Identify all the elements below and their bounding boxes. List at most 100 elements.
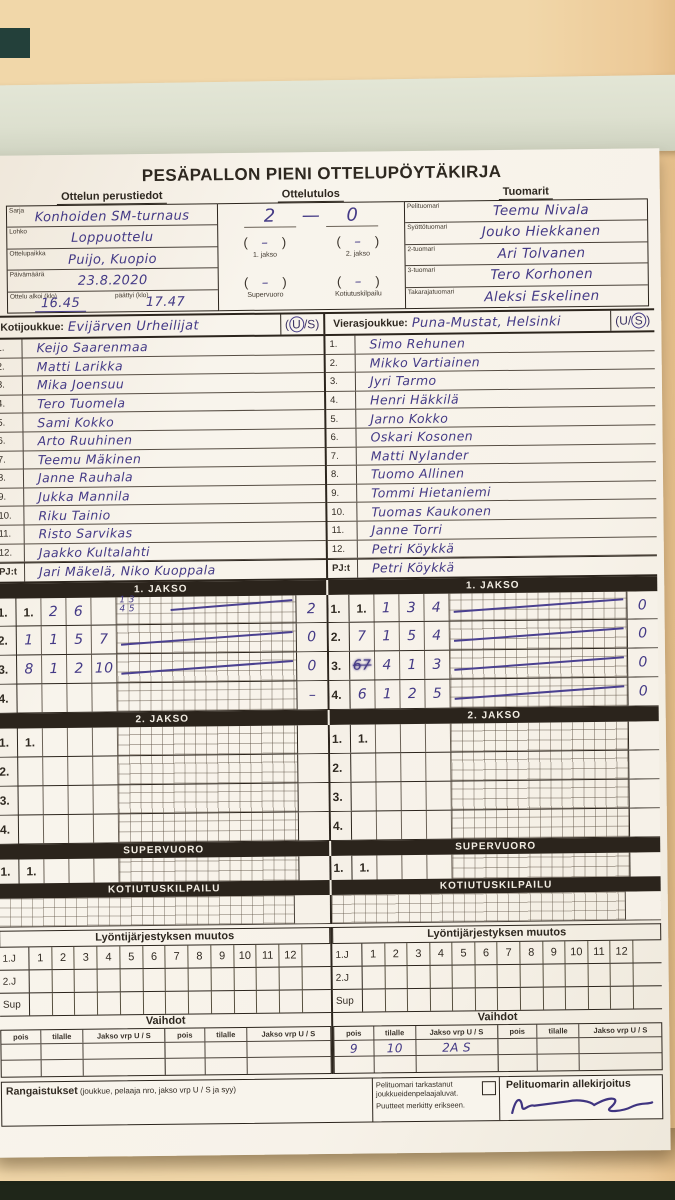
home-us-circled: U	[288, 316, 305, 333]
lohko-value: Loppuottelu	[71, 230, 154, 247]
final-score: 2 — 0	[218, 202, 404, 228]
heading-ottelun-perustiedot: Ottelun perustiedot	[57, 189, 167, 206]
result-box: 2 — 0 (–) 1. jakso (–) 2. jakso (–) Supe…	[217, 201, 406, 312]
jakso2-result-slot: (–) 2. jakso	[311, 233, 404, 258]
rangaistukset-note: (joukkue, pelaaja nro, jakso vrp U / S j…	[77, 1085, 237, 1097]
paivamaara-field: Päivämäärä 23.8.2020	[7, 268, 218, 293]
kotiutus-result-slot: (–) Kotiutuskilpailu	[312, 273, 405, 298]
vaihdot-away-jakso: 2A S	[416, 1039, 499, 1056]
takarajatuomari-row: Takarajatuomari Aleksi Eskelinen	[406, 285, 648, 308]
away-pj-row: PJ:t Petri Köykkä	[327, 555, 658, 578]
jakso1-home-row4-result: –	[296, 680, 328, 710]
kotiutus-result-label: Kotiutuskilpailu	[335, 290, 382, 298]
start-time-value: 16.45	[34, 295, 87, 312]
away-team-name: Puna-Mustat, Helsinki	[411, 313, 562, 331]
ottelupaikka-value: Puijo, Kuopio	[67, 251, 158, 268]
match-info-box: Sarja Konhoiden SM-turnaus Lohko Loppuot…	[5, 203, 220, 314]
kotiutus-result-value: –	[354, 274, 362, 290]
home-us-marker: (U / S)	[279, 314, 324, 335]
jakso1-home-row4: 4. –	[0, 680, 328, 714]
jakso1-result-slot: (–) 1. jakso	[218, 234, 311, 259]
jakso1-away-grid: 1. 1. 1 3 4 0 2. 7 1 5 4 0 3. 67 4	[326, 590, 659, 710]
vaihdot-away-tilalle: 10	[374, 1040, 417, 1056]
supervuoro-result-slot: (–) Supervuoro	[219, 274, 312, 299]
kotiutus-home-grid	[0, 895, 331, 928]
tuomari2-value: Ari Tolvanen	[497, 244, 586, 262]
jakso2-home-grid: 1. 1. 2. 3. 4.	[0, 725, 330, 844]
end-time-value: 17.47	[145, 294, 186, 310]
kotiutus-grids	[0, 891, 662, 928]
jakso1-home-row1-result: 2	[295, 594, 327, 623]
pelituomari-row: Pelituomari Teemu Nivala	[404, 199, 648, 224]
jakso2-away-grid: 1. 1. 2. 3. 4.	[327, 721, 661, 841]
tuomari2-label: 2-tuomari	[407, 245, 435, 253]
check-cell: Pelituomari tarkastanut joukkueidenpelaa…	[371, 1077, 501, 1122]
takarajatuomari-value: Aleksi Eskelinen	[484, 287, 600, 305]
strike-line	[453, 656, 624, 671]
score-dash: —	[301, 205, 321, 227]
away-us-circled: S	[631, 312, 647, 329]
away-team-label: Vierasjoukkue:	[333, 317, 408, 330]
referees-box: Pelituomari Teemu Nivala Syöttötuomari J…	[403, 198, 650, 310]
strike-line	[454, 685, 624, 700]
strike-line	[120, 659, 293, 675]
signature-cell: Pelituomarin allekirjoitus	[500, 1075, 662, 1120]
jakso1-home-row2: 2. 1 1 5 7 0	[0, 623, 327, 656]
vaihdot-away-pois: 9	[334, 1040, 375, 1057]
supervuoro-result-label: Supervuoro	[247, 291, 284, 299]
kotiutus-away-grid	[329, 891, 662, 925]
jakso1-home-row3: 3. 8 1 2 10 0	[0, 652, 328, 685]
syottotuomari-row: Syöttötuomari Jouko Hiekkanen	[405, 220, 648, 245]
tuomari3-label: 3-tuomari	[407, 266, 436, 275]
strike-line	[453, 627, 624, 643]
tuomari2-row: 2-tuomari Ari Tolvanen	[405, 242, 648, 267]
jakso1-result-value: –	[261, 235, 269, 251]
jakso1-away-row4-result: 0	[627, 677, 659, 707]
away-us-marker: (U / S)	[610, 310, 655, 331]
away-score: 0	[326, 204, 379, 227]
home-pj-row: PJ:t Jari Mäkelä, Niko Kuoppala	[0, 559, 327, 582]
home-team-name: Evijärven Urheilijat	[67, 317, 200, 335]
strike-line	[170, 599, 292, 612]
jakso1-home-row2-result: 0	[295, 623, 327, 652]
footer-row: Rangaistukset (joukkue, pelaaja nro, jak…	[0, 1074, 664, 1127]
paivamaara-value: 23.8.2020	[77, 273, 148, 290]
jakso2-result-label: 2. jakso	[345, 250, 371, 258]
bottom-dark-strip	[0, 1181, 675, 1200]
rangaistukset-label: Rangaistukset	[5, 1085, 78, 1098]
supervuoro-result-value: –	[261, 275, 269, 291]
home-pj-names: Jari Mäkelä, Niko Kuoppala	[38, 562, 216, 580]
supervuoro-away-grid: 1. 1.	[329, 852, 661, 881]
rosters: 1. Keijo Saarenmaa 2. Matti Larikka 3. Mika…	[0, 332, 658, 584]
vaihdot-away-table: pois tilalle Jakso vrp U / S pois tilalle Ja…	[333, 1022, 663, 1075]
ottelupaikka-field: Ottelupaikka Puijo, Kuopio	[7, 247, 218, 271]
sarja-value: Konhoiden SM-turnaus	[34, 208, 190, 226]
tuomari3-value: Tero Korhonen	[490, 266, 594, 284]
away-pj-names: Petri Köykkä	[371, 559, 455, 576]
vaihdot-home-table: pois tilalle Jakso vrp U / S pois tilalle Ja…	[0, 1026, 332, 1078]
muutos-home-table: 1.J 1 2 3 4 5 6 7 8 9 10 11 12 2.J Sup	[0, 943, 332, 1017]
away-team: Vierasjoukkue: Puna-Mustat, Helsinki (U /…	[323, 310, 655, 335]
supervuoro-home-grid: 1. 1.	[0, 856, 330, 884]
home-roster: 1. Keijo Saarenmaa 2. Matti Larikka 3. Mika…	[0, 336, 327, 582]
sarja-field: Sarja Konhoiden SM-turnaus	[6, 204, 218, 229]
jakso1-away-row1: 1. 1. 1 3 4 0	[328, 590, 658, 624]
jakso1-away-row4: 4. 6 1 2 5 0	[329, 677, 659, 710]
jakso1-away-row2-result: 0	[626, 619, 658, 648]
check-line3: Puutteet merkitty erikseen.	[376, 1100, 465, 1111]
referee-signature	[511, 1097, 654, 1115]
heading-ottelutulos: Ottelutulos	[277, 187, 344, 203]
scoresheet-paper: PESÄPALLON PIENI OTTELUPÖYTÄKIRJA Ottelu…	[0, 148, 671, 1158]
rangaistukset-cell: Rangaistukset (joukkue, pelaaja nro, jak…	[2, 1079, 372, 1126]
jakso1-away-row1-result: 0	[626, 590, 658, 620]
strike-line	[453, 598, 623, 614]
heading-tuomarit: Tuomarit	[498, 185, 553, 201]
vaihdot-section: Vaihdot pois tilalle Jakso vrp U / S pois t…	[0, 1009, 663, 1078]
home-team-label: Kotijoukkue:	[0, 320, 64, 334]
dark-corner-mark	[0, 28, 30, 58]
